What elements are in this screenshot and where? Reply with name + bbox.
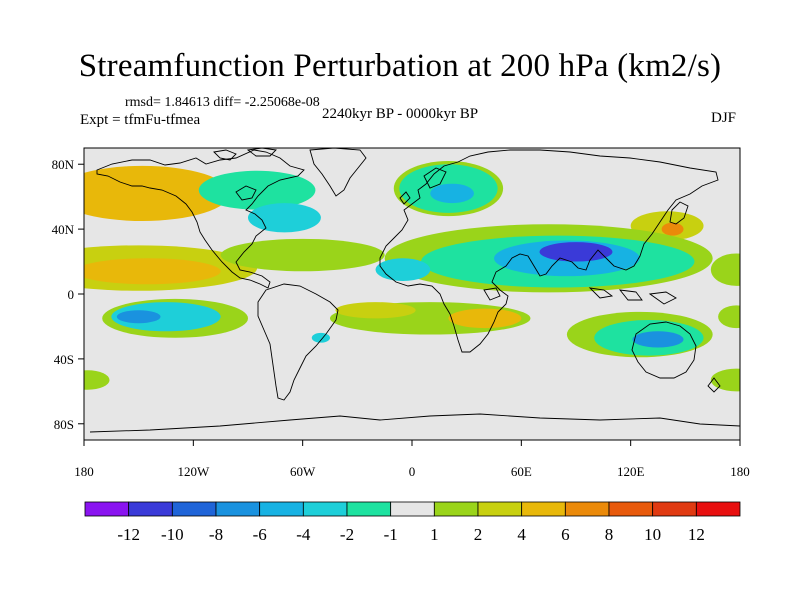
colorbar-swatch xyxy=(695,501,741,517)
colorbar-swatch xyxy=(171,501,217,517)
anomaly-central-america-positive xyxy=(220,238,385,272)
colorbar-label: -12 xyxy=(117,525,140,544)
statistics-label: rmsd= 1.84613 diff= -2.25068e-08 xyxy=(125,95,320,110)
colorbar-swatch xyxy=(302,501,348,517)
colorbar-swatch xyxy=(433,501,479,517)
colorbar-swatch xyxy=(477,501,523,517)
lat-tick-label: 40S xyxy=(54,352,74,367)
colorbar-label: -8 xyxy=(209,525,223,544)
lat-tick-label: 80N xyxy=(52,157,75,172)
experiment-label: Expt = tfmFu-tfmea xyxy=(80,112,201,128)
colorbar-swatch xyxy=(608,501,654,517)
lon-tick-label: 60E xyxy=(511,464,532,479)
anomaly-far-east-south-positive xyxy=(718,305,740,329)
colorbar-label: -4 xyxy=(296,525,311,544)
anomaly-south-pacific-core xyxy=(116,310,161,324)
anomaly-australia-negative-core xyxy=(632,331,684,348)
colorbar-label: 4 xyxy=(517,525,526,544)
anomaly-dateline-east-positive xyxy=(710,253,740,286)
colorbar-label: 6 xyxy=(561,525,570,544)
colorbar-swatch xyxy=(521,501,566,517)
anomaly-fields xyxy=(84,160,740,392)
anomaly-east-asia-positive-core xyxy=(661,222,684,236)
lon-tick-label: 60W xyxy=(290,464,316,479)
colorbar-label: 10 xyxy=(644,525,661,544)
coastlines xyxy=(89,148,740,433)
lat-tick-label: 0 xyxy=(68,287,75,302)
map-axes: 180 120W 60W 0 60E 120E 180 80N 40N 0 40S 80S xyxy=(52,157,750,479)
anomaly-north-pacific-core xyxy=(84,183,165,210)
colorbar: -12 -10 -8 -6 -4 -2 -1 1 2 4 6 8 10 12 xyxy=(84,501,741,544)
anomaly-south-atlantic-inner xyxy=(335,302,416,319)
colorbar-label: -1 xyxy=(384,525,398,544)
anomaly-canada-negative xyxy=(198,170,316,210)
lon-tick-label: 120W xyxy=(177,464,210,479)
colorbar-swatch xyxy=(215,501,261,517)
anomaly-northwest-atlantic-negative xyxy=(248,203,321,233)
lon-tick-label: 120E xyxy=(617,464,645,479)
colorbar-swatch xyxy=(259,501,304,517)
colorbar-label: -6 xyxy=(253,525,267,544)
anomaly-south-pacific-negative xyxy=(111,302,221,332)
colorbar-swatch xyxy=(84,501,130,517)
lat-tick-label: 80S xyxy=(54,417,74,432)
anomaly-southern-ocean-west xyxy=(84,370,110,390)
figure-title: Streamfunction Perturbation at 200 hPa (… xyxy=(78,48,722,84)
anomaly-asia-negative-core xyxy=(539,242,613,262)
colorbar-label: -2 xyxy=(340,525,354,544)
anomaly-europe-negative-core xyxy=(430,183,474,204)
colorbar-label: -10 xyxy=(161,525,184,544)
colorbar-label: 12 xyxy=(688,525,705,544)
period-label: 2240kyr BP - 0000kyr BP xyxy=(322,106,479,122)
colorbar-label: 2 xyxy=(474,525,483,544)
colorbar-swatch xyxy=(390,501,435,517)
lon-tick-label: 180 xyxy=(74,464,94,479)
anomaly-atlantic-negative xyxy=(375,258,431,282)
anomaly-patagonia-negative xyxy=(311,332,330,343)
lon-tick-label: 180 xyxy=(730,464,750,479)
colorbar-swatch xyxy=(346,501,392,517)
lon-tick-label: 0 xyxy=(409,464,416,479)
anomaly-south-atlantic-core xyxy=(448,308,522,329)
colorbar-label: 8 xyxy=(605,525,614,544)
colorbar-label: 1 xyxy=(430,525,439,544)
lat-tick-label: 40N xyxy=(52,222,75,237)
season-label: DJF xyxy=(711,110,737,126)
colorbar-swatch xyxy=(564,501,610,517)
anomaly-southern-ocean-east xyxy=(710,368,740,392)
anomaly-tropical-pacific-core xyxy=(84,258,221,285)
colorbar-swatch xyxy=(128,501,173,517)
colorbar-swatch xyxy=(652,501,697,517)
